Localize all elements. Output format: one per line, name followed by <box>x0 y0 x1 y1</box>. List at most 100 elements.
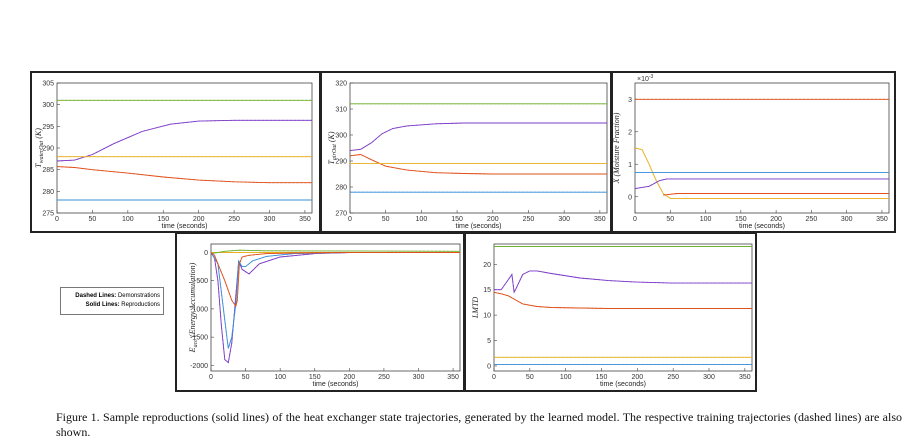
x-tick-label: 250 <box>806 216 818 223</box>
x-tick-label: 150 <box>309 374 321 381</box>
x-tick-label: 200 <box>193 216 205 223</box>
y-tick-label: 295 <box>42 124 54 131</box>
series-reproduction-line <box>634 147 889 199</box>
y-axis-label: Eacc (Energy Accumulation) <box>188 262 199 353</box>
panel-lmtd: 0 50 100 150 200 250 300 350 0 5 10 15 20 time (secon… <box>464 232 757 392</box>
y-tick-label: 15 <box>483 287 491 294</box>
y-tick-label: 0 <box>487 363 491 370</box>
y-tick-label: 280 <box>335 185 347 192</box>
series-reproduction-line <box>349 122 607 152</box>
y-tick-label: 300 <box>335 133 347 140</box>
x-tick-label: 200 <box>631 374 643 381</box>
x-tick-label: 300 <box>703 374 715 381</box>
y-tick-label: 285 <box>42 167 54 174</box>
x-tick-label: 150 <box>157 216 169 223</box>
y-tick-label: 20 <box>483 262 491 269</box>
x-tick-label: 300 <box>413 374 425 381</box>
series-reproduction-line <box>493 291 752 309</box>
x-tick-label: 100 <box>560 374 572 381</box>
y-tick-label: 2 <box>628 129 632 136</box>
x-tick-label: 250 <box>523 216 535 223</box>
series-reproduction-line <box>56 166 312 184</box>
x-tick-label: 300 <box>841 216 853 223</box>
y-tick-label: -1000 <box>190 306 208 313</box>
series-reproduction-line <box>663 193 889 196</box>
y-axis-label: LMTD <box>471 297 480 320</box>
x-tick-label: 150 <box>451 216 463 223</box>
y-tick-label: 300 <box>42 102 54 109</box>
x-tick-label: 0 <box>209 374 213 381</box>
y-tick-label: 5 <box>487 338 491 345</box>
x-tick-label: 0 <box>348 216 352 223</box>
x-tick-label: 350 <box>299 216 311 223</box>
y-tick-label: 0 <box>204 250 208 257</box>
series-reproduction-line <box>634 178 889 190</box>
x-tick-label: 50 <box>382 216 390 223</box>
y-tick-label: 0 <box>628 194 632 201</box>
plot-area <box>493 243 753 372</box>
x-tick-label: 300 <box>264 216 276 223</box>
legend-solid-key: Solid Lines: <box>85 302 120 308</box>
panel-energy-acc: 0 50 100 150 200 250 300 350 -2000 -1500 -1000 -500… <box>175 232 465 392</box>
x-tick-label: 200 <box>487 216 499 223</box>
x-tick-label: 100 <box>416 216 428 223</box>
x-tick-label: 50 <box>89 216 97 223</box>
x-tick-label: 50 <box>242 374 250 381</box>
legend-dashed-text: Demonstrations <box>117 293 160 299</box>
chart-moisture: 0 50 100 150 200 250 300 350 0 1 2 3 time (seconds) X… <box>612 74 890 230</box>
legend-dashed: Dashed Lines: Demonstrations <box>64 292 160 301</box>
x-tick-label: 100 <box>700 216 712 223</box>
x-tick-label: 150 <box>735 216 747 223</box>
x-tick-label: 0 <box>55 216 59 223</box>
legend-dashed-key: Dashed Lines: <box>75 293 117 299</box>
y-tick-label: 3 <box>628 97 632 104</box>
series-reproduction-line <box>494 270 752 294</box>
x-axis-label: time (seconds) <box>600 381 646 388</box>
chart-water-out: 0 50 100 150 200 250 300 350 275 280 285 290 295 300 3… <box>34 81 313 230</box>
y-tick-label: -1500 <box>190 335 208 342</box>
chart-air-out: 0 50 100 150 200 250 300 350 270 280 290 300 310 320 t… <box>327 81 608 230</box>
x-axis-label: time (seconds) <box>313 381 359 388</box>
series-reproduction-line <box>210 249 461 255</box>
y-axis-label: TairOut (K) <box>327 131 338 164</box>
y-tick-label: 310 <box>335 107 347 114</box>
y-axis-label: X (Moisture Fraction) <box>613 112 621 184</box>
series-reproduction-line <box>210 252 460 349</box>
y-tick-label: 275 <box>42 211 54 218</box>
x-axis-label: time (seconds) <box>162 223 208 230</box>
x-tick-label: 200 <box>770 216 782 223</box>
plot-area <box>56 82 313 214</box>
panel-water-out: 0 50 100 150 200 250 300 350 275 280 285 290 295 300 3… <box>30 71 321 233</box>
y-tick-label: -2000 <box>190 363 208 370</box>
series-reproduction-line <box>349 154 607 175</box>
series-reproduction-line <box>56 119 312 162</box>
y-tick-label: 270 <box>335 211 347 218</box>
panel-moisture: 0 50 100 150 200 250 300 350 0 1 2 3 time (seconds) X… <box>611 71 896 233</box>
y-tick-label: 290 <box>42 146 54 153</box>
plot-area <box>634 82 890 214</box>
y-tick-label: 1 <box>628 162 632 169</box>
x-tick-label: 200 <box>343 374 355 381</box>
plot-area <box>210 243 461 372</box>
y-exponent-label: ×10-3 <box>637 74 654 83</box>
x-tick-label: 250 <box>667 374 679 381</box>
x-tick-label: 300 <box>558 216 570 223</box>
y-tick-label: -500 <box>194 278 208 285</box>
y-tick-label: 10 <box>483 313 491 320</box>
x-tick-label: 50 <box>666 216 674 223</box>
x-tick-label: 50 <box>526 374 534 381</box>
x-tick-label: 150 <box>596 374 608 381</box>
y-tick-label: 290 <box>335 159 347 166</box>
legend-solid-text: Reproductions <box>121 302 160 308</box>
x-tick-label: 350 <box>739 374 751 381</box>
chart-lmtd: 0 50 100 150 200 250 300 350 0 5 10 15 20 time (secon… <box>471 243 753 388</box>
x-tick-label: 0 <box>633 216 637 223</box>
legend-solid: Solid Lines: Reproductions <box>64 301 160 310</box>
x-tick-label: 350 <box>447 374 459 381</box>
x-axis-label: time (seconds) <box>739 223 785 230</box>
figure-caption: Figure 1. Sample reproductions (solid li… <box>56 410 902 439</box>
panel-air-out: 0 50 100 150 200 250 300 350 270 280 290 300 310 320 t… <box>320 71 612 233</box>
x-tick-label: 350 <box>594 216 606 223</box>
chart-energy-acc: 0 50 100 150 200 250 300 350 -2000 -1500 -1000 -500… <box>188 243 461 388</box>
y-tick-label: 305 <box>42 81 54 88</box>
